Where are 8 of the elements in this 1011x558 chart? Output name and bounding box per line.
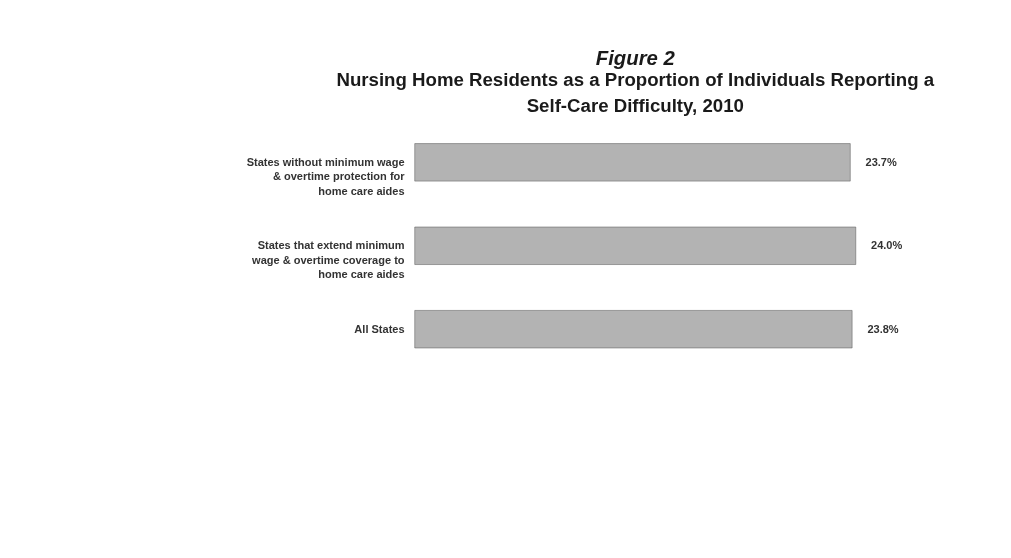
y-tick-label: All States xyxy=(354,322,405,335)
data-label: 24.0% xyxy=(871,239,903,252)
data-label: 23.7% xyxy=(865,155,897,168)
y-tick-label: States without minimum wage & overtime protection for home care aides xyxy=(246,155,406,197)
chart-subtitle: Nursing Home Residents as a Proportion of Individuals Reporting a Self-Care Difficulty, 2010 xyxy=(336,69,935,116)
y-tick-label: States that extend minimum wage & overtime coverage to home care aides xyxy=(251,239,405,280)
data-label: 23.8% xyxy=(867,322,899,335)
chart-title: Figure 2 xyxy=(595,47,676,70)
